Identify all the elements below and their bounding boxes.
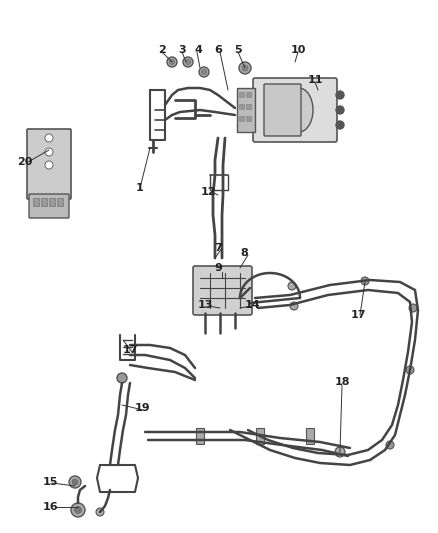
- Bar: [57, 198, 63, 206]
- Circle shape: [242, 65, 248, 71]
- Circle shape: [45, 134, 53, 142]
- Circle shape: [336, 106, 344, 114]
- FancyBboxPatch shape: [193, 266, 252, 315]
- Bar: [49, 198, 55, 206]
- Bar: [33, 198, 39, 206]
- Bar: [239, 104, 244, 109]
- Text: 11: 11: [307, 75, 323, 85]
- Text: 9: 9: [214, 263, 222, 273]
- Text: 14: 14: [244, 300, 260, 310]
- Text: 17: 17: [122, 345, 138, 355]
- Circle shape: [117, 373, 127, 383]
- Text: 3: 3: [178, 45, 186, 55]
- Circle shape: [406, 366, 414, 374]
- Ellipse shape: [285, 88, 313, 132]
- Text: 10: 10: [290, 45, 306, 55]
- Circle shape: [361, 277, 369, 285]
- Circle shape: [183, 57, 193, 67]
- Circle shape: [409, 304, 417, 312]
- Circle shape: [167, 57, 177, 67]
- Text: 1: 1: [136, 183, 144, 193]
- FancyBboxPatch shape: [27, 129, 71, 199]
- Circle shape: [199, 67, 209, 77]
- Text: 18: 18: [334, 377, 350, 387]
- Bar: [239, 92, 244, 97]
- Circle shape: [335, 447, 345, 457]
- Circle shape: [71, 503, 85, 517]
- Bar: [256, 428, 264, 444]
- Bar: [306, 428, 314, 444]
- Bar: [41, 198, 47, 206]
- Text: 16: 16: [42, 502, 58, 512]
- Circle shape: [170, 60, 174, 64]
- Circle shape: [336, 91, 344, 99]
- Circle shape: [72, 479, 78, 485]
- Text: 13: 13: [197, 300, 213, 310]
- Text: 19: 19: [135, 403, 151, 413]
- Bar: [196, 428, 204, 444]
- Text: 7: 7: [214, 243, 222, 253]
- Circle shape: [96, 508, 104, 516]
- Text: 15: 15: [42, 477, 58, 487]
- Text: 8: 8: [240, 248, 248, 258]
- FancyBboxPatch shape: [29, 194, 69, 218]
- Circle shape: [239, 62, 251, 74]
- Circle shape: [45, 161, 53, 169]
- Circle shape: [290, 302, 298, 310]
- Text: 5: 5: [234, 45, 242, 55]
- Bar: [237, 88, 255, 132]
- FancyBboxPatch shape: [264, 84, 301, 136]
- Circle shape: [336, 121, 344, 129]
- Circle shape: [69, 476, 81, 488]
- Text: 12: 12: [200, 187, 216, 197]
- Bar: [239, 116, 244, 121]
- Text: 6: 6: [214, 45, 222, 55]
- Text: 2: 2: [158, 45, 166, 55]
- Circle shape: [386, 441, 394, 449]
- Bar: [246, 92, 251, 97]
- Text: 20: 20: [18, 157, 33, 167]
- Circle shape: [74, 506, 81, 513]
- Circle shape: [288, 282, 296, 290]
- Text: 17: 17: [350, 310, 366, 320]
- Circle shape: [201, 69, 206, 75]
- Circle shape: [186, 60, 191, 64]
- Circle shape: [45, 148, 53, 156]
- FancyBboxPatch shape: [253, 78, 337, 142]
- Bar: [246, 104, 251, 109]
- Text: 4: 4: [194, 45, 202, 55]
- Bar: [246, 116, 251, 121]
